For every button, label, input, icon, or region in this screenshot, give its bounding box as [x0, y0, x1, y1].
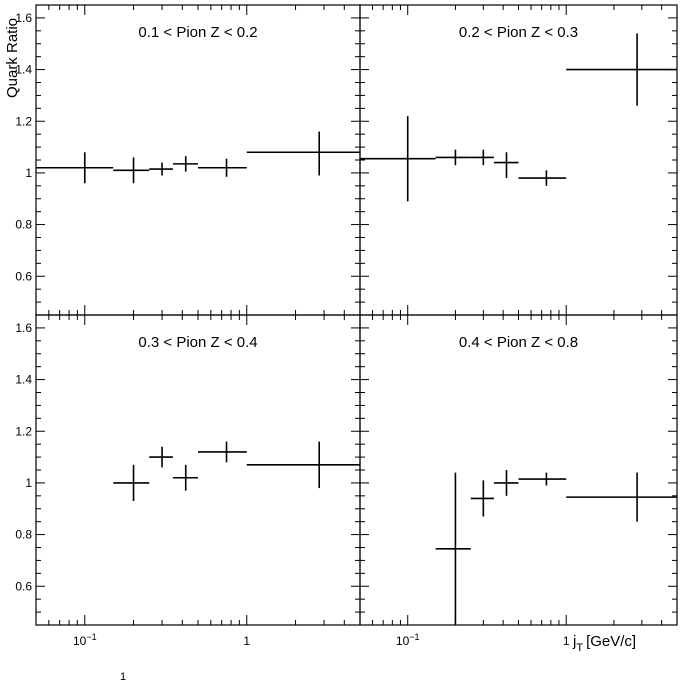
panel-3: 0.6 0.8 1 1.2 1.4 1.6 10−1 1 0.3 < Pion Z < 0.4 [15, 314, 361, 648]
data-point [566, 33, 677, 106]
data-point [518, 472, 567, 486]
data-point [36, 152, 114, 184]
data-point [435, 472, 471, 625]
data-point [149, 162, 173, 176]
data-point [493, 152, 519, 179]
data-point [246, 131, 360, 176]
data-point [172, 156, 198, 172]
data-point [566, 472, 677, 522]
y-tick-label: 0.6 [15, 579, 32, 593]
y-axis-label: Quark Ratio [4, 18, 21, 98]
x-axis-label-main: j [572, 633, 576, 650]
data-point [149, 446, 173, 468]
y-tick-label: 0.8 [15, 218, 32, 232]
data-points [435, 470, 677, 625]
x-axis-label-sub: T [576, 642, 583, 654]
data-point [113, 157, 150, 184]
footnote-mark: 1 [120, 671, 126, 683]
y-tick-label: 1 [25, 476, 32, 490]
panel-frame [35, 314, 361, 626]
data-point [113, 464, 150, 501]
x-tick-label: 10−1 [73, 632, 97, 648]
panel-frame [359, 314, 678, 626]
data-point [493, 470, 519, 496]
data-points [113, 441, 360, 501]
data-point [172, 464, 198, 491]
data-point [470, 480, 494, 517]
data-points [360, 33, 677, 202]
panel-title: 0.4 < Pion Z < 0.8 [459, 334, 578, 351]
data-points [36, 131, 360, 184]
panel-title: 0.1 < Pion Z < 0.2 [138, 24, 257, 41]
y-tick-label: 1.6 [15, 321, 32, 335]
panels: 0.6 0.8 1 1.2 1.4 1.6 0.1 < Pion Z < 0.2 0.2 < … [15, 4, 678, 648]
y-tick-label: 1.2 [15, 424, 32, 438]
data-point [435, 149, 471, 166]
x-axis-label-unit: [GeV/c] [586, 633, 636, 650]
data-point [518, 170, 567, 186]
data-point [246, 441, 360, 489]
y-tick-label: 1 [25, 166, 32, 180]
y-tick-label: 1.4 [15, 63, 32, 77]
y-tick-label: 0.6 [15, 269, 32, 283]
x-tick-label: 1 [243, 634, 250, 648]
y-tick-label: 1.2 [15, 114, 32, 128]
x-axis-label: jT [GeV/c] [572, 633, 636, 654]
y-tick-label: 1.4 [15, 373, 32, 387]
panel-title: 0.3 < Pion Z < 0.4 [138, 334, 257, 351]
data-point [360, 116, 436, 202]
panel-title: 0.2 < Pion Z < 0.3 [459, 24, 578, 41]
y-tick-label: 0.8 [15, 528, 32, 542]
x-tick-label: 1 [563, 634, 570, 648]
data-point [470, 149, 494, 166]
panel-2: 0.2 < Pion Z < 0.3 [359, 4, 678, 316]
panel-4: 10−1 1 0.4 < Pion Z < 0.8 [359, 314, 678, 648]
x-tick-label: 10−1 [396, 632, 420, 648]
data-point [198, 441, 247, 463]
data-point [198, 158, 247, 177]
y-tick-label: 1.6 [15, 11, 32, 25]
panel-1: 0.6 0.8 1 1.2 1.4 1.6 0.1 < Pion Z < 0.2 [15, 4, 361, 316]
